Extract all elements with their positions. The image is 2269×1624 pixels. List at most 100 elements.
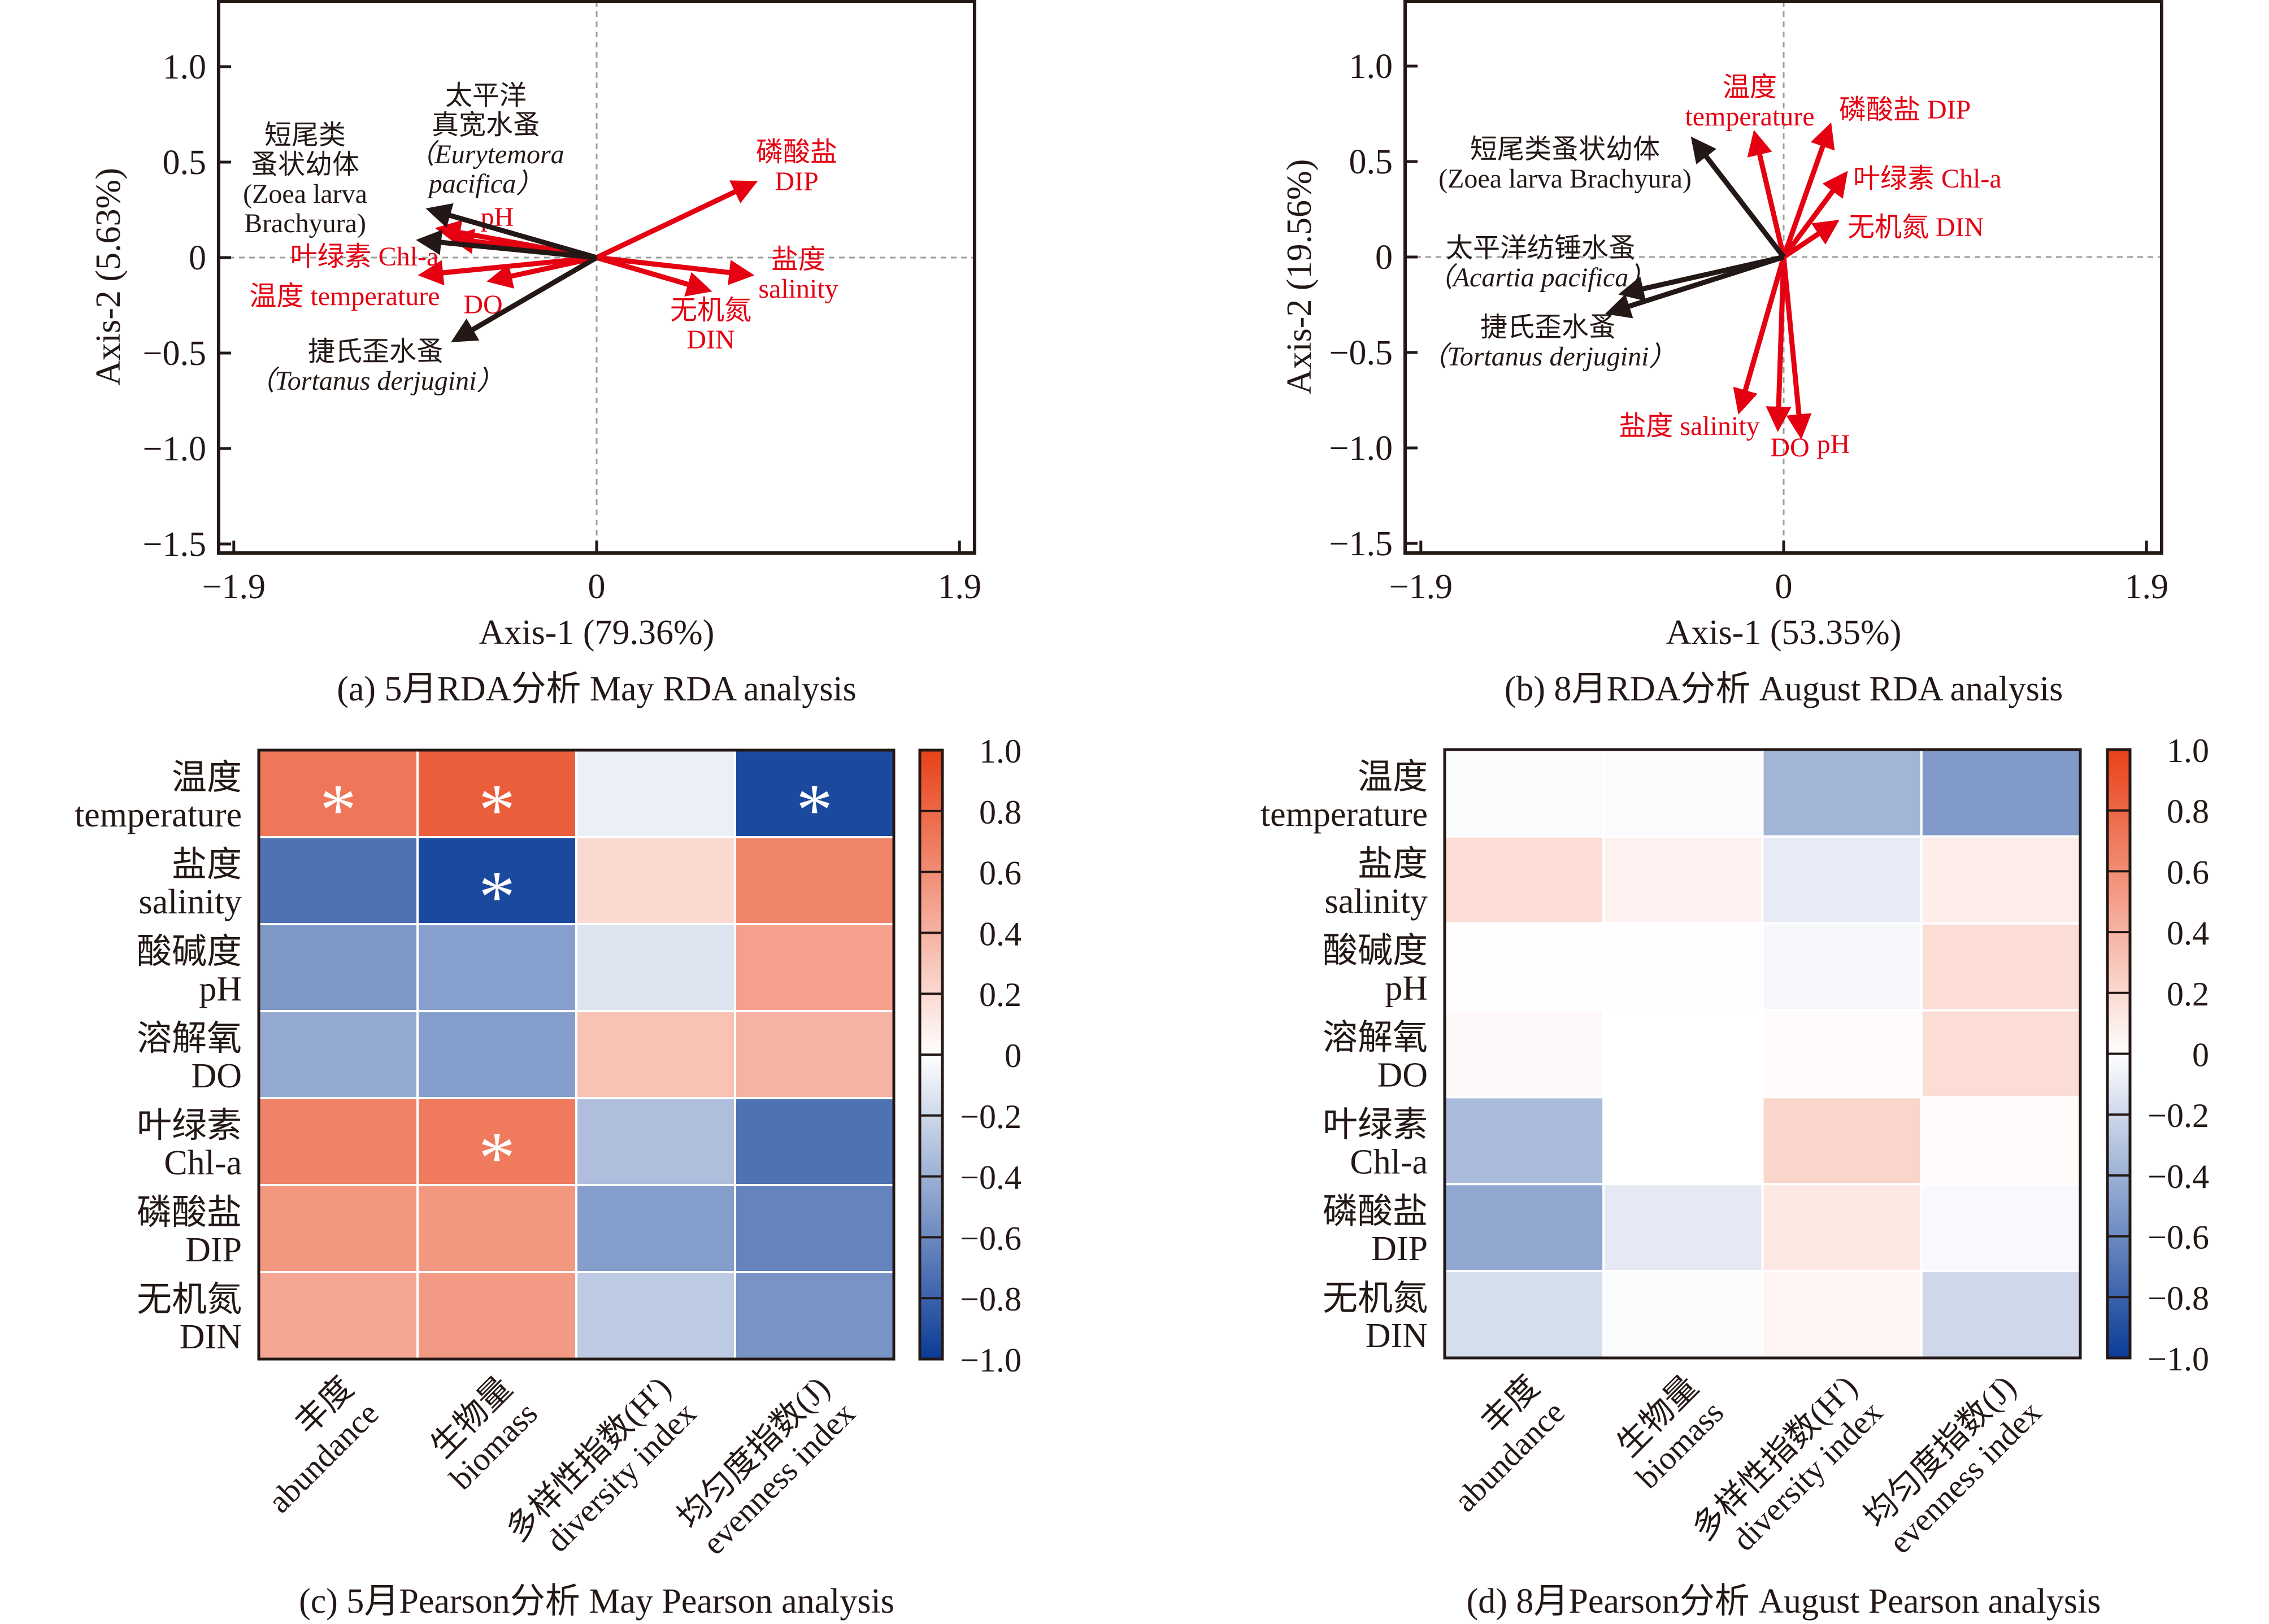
row-label-cn: 溶解氧 xyxy=(1323,1019,1428,1057)
row-label-cn: 磷酸盐 xyxy=(1323,1192,1428,1231)
env-arrow-label: salinity xyxy=(758,274,838,304)
species-label-latin: （Tortanus derjugini） xyxy=(248,366,504,396)
species-label-cn: 短尾类 xyxy=(264,120,346,150)
panel-b-rda-august: Axis-1 (53.35%) Axis-2 (19.56%) (b) 8月RD… xyxy=(1280,0,2168,708)
row-label-cn: 温度 xyxy=(1358,758,1428,796)
heatmap-cell xyxy=(1444,922,1605,1012)
colorbar-tick-label: −0.6 xyxy=(2148,1219,2209,1256)
env-arrow-label: 盐度 salinity xyxy=(1619,411,1759,441)
species-label-cn: 短尾类蚤状幼体 xyxy=(1470,134,1660,164)
heatmap-cell xyxy=(575,923,736,1012)
row-label-cn: 酸碱度 xyxy=(1323,932,1428,970)
heatmap-cell xyxy=(258,1184,419,1273)
x-tick-label: 1.9 xyxy=(937,568,981,606)
species-arrow xyxy=(416,229,597,260)
x-axis-label: Axis-1 (53.35%) xyxy=(1666,613,1902,652)
colorbar-tick-label: 0.2 xyxy=(2167,976,2209,1013)
heatmap-cell xyxy=(734,1271,895,1360)
x-tick-label: −1.9 xyxy=(202,568,266,606)
heatmap-cell xyxy=(416,1271,577,1360)
species-label-latin: （Eurytemora xyxy=(407,140,564,169)
heatmap-cell xyxy=(734,1097,895,1186)
heatmap-cell xyxy=(258,1097,419,1186)
species-label-latin: (Zoea larva xyxy=(243,179,367,209)
colorbar-tick-label: 0.6 xyxy=(979,855,1022,892)
species-arrow xyxy=(1605,254,1785,319)
colorbar-tick-label: −0.6 xyxy=(960,1220,1022,1257)
row-label-en: DO xyxy=(1377,1056,1428,1095)
row-label-en: temperature xyxy=(1260,795,1428,834)
y-tick-label: −1.0 xyxy=(143,430,206,468)
env-arrow xyxy=(595,255,712,297)
colorbar-tick-label: −0.8 xyxy=(2148,1279,2209,1317)
env-arrow-label: 盐度 xyxy=(771,245,825,275)
row-label-en: DIN xyxy=(180,1318,242,1356)
row-label-cn: 溶解氧 xyxy=(137,1020,242,1058)
x-axis-label: Axis-1 (79.36%) xyxy=(479,613,715,652)
x-tick-label: −1.9 xyxy=(1389,568,1453,606)
y-tick-label: −0.5 xyxy=(143,334,206,373)
species-label-latin: （Tortanus derjugini） xyxy=(1420,342,1676,372)
heatmap-cell xyxy=(1602,1183,1764,1273)
heatmap-cell xyxy=(1444,1270,1605,1359)
heatmap-cell xyxy=(1920,922,2081,1012)
species-label-cn: 捷氏歪水蚤 xyxy=(308,337,444,367)
heatmap-cell xyxy=(1920,1009,2081,1099)
heatmap-cell xyxy=(1444,748,1605,838)
heatmap-cell xyxy=(1602,835,1764,925)
species-label-cn: 太平洋 xyxy=(445,81,527,111)
env-arrow-label: 无机氮 DIN xyxy=(1848,212,1984,242)
row-label-en: Chl-a xyxy=(164,1144,242,1182)
colorbar-tick-label: 1.0 xyxy=(2167,732,2209,769)
env-arrow-label: DIN xyxy=(686,325,734,355)
y-tick-label: −1.0 xyxy=(1329,429,1393,468)
row-label-cn: 酸碱度 xyxy=(137,933,242,971)
colorbar-tick-label: −0.4 xyxy=(2148,1158,2209,1195)
env-arrow-label: 无机氮 xyxy=(670,295,751,325)
row-label-cn: 盐度 xyxy=(1358,845,1428,883)
env-arrow xyxy=(595,180,758,260)
x-tick-label: 0 xyxy=(588,568,606,606)
heatmap-cell xyxy=(734,1184,895,1273)
heatmap-cell xyxy=(416,923,577,1012)
env-arrow-label: 叶绿素 Chl-a xyxy=(1853,164,2002,194)
y-tick-label: 0.5 xyxy=(1349,143,1393,181)
row-label-en: DIP xyxy=(1371,1230,1428,1268)
heatmap-cell xyxy=(1761,1183,1923,1273)
env-arrow-label: pH xyxy=(1817,429,1850,459)
y-axis-label: Axis-2 (19.56%) xyxy=(1280,159,1319,395)
env-arrow-label: 磷酸盐 DIP xyxy=(1839,95,1971,125)
row-label-cn: 温度 xyxy=(172,759,242,797)
env-arrow xyxy=(596,255,755,285)
colorbar-tick-label: −0.2 xyxy=(2148,1097,2209,1134)
env-arrow xyxy=(1747,129,1786,258)
env-arrow-label: DIP xyxy=(775,167,818,197)
row-label-en: DO xyxy=(191,1057,242,1095)
row-label-en: temperature xyxy=(75,796,242,834)
heatmap-cell xyxy=(1444,1009,1605,1099)
heatmap-cell xyxy=(416,1184,577,1273)
heatmap-frame xyxy=(257,748,896,1361)
colorbar-tick-label: 0 xyxy=(2192,1037,2209,1074)
row-label-cn: 盐度 xyxy=(172,846,242,884)
row-label-cn: 无机氮 xyxy=(1323,1279,1428,1318)
env-arrow xyxy=(1733,256,1786,415)
heatmap-cell xyxy=(1920,748,2081,838)
row-label-en: DIP xyxy=(185,1231,242,1269)
row-label-en: DIN xyxy=(1366,1317,1428,1355)
row-label-en: pH xyxy=(199,970,242,1008)
y-tick-label: 0.5 xyxy=(163,143,207,182)
y-tick-label: −1.5 xyxy=(1329,525,1393,563)
row-label-en: Chl-a xyxy=(1350,1143,1428,1181)
env-arrow-label: 磷酸盐 xyxy=(756,137,837,167)
heatmap-cell xyxy=(734,836,895,925)
heatmap-cell xyxy=(258,836,419,925)
colorbar-tick-label: 0.8 xyxy=(979,794,1022,831)
x-tick-label: 0 xyxy=(1775,568,1793,606)
env-arrow xyxy=(486,255,597,289)
y-tick-label: 0 xyxy=(189,239,206,277)
env-arrow xyxy=(1766,256,1792,432)
heatmap-cell xyxy=(258,1010,419,1099)
y-tick-label: 1.0 xyxy=(163,48,207,86)
env-arrow xyxy=(1781,122,1835,258)
